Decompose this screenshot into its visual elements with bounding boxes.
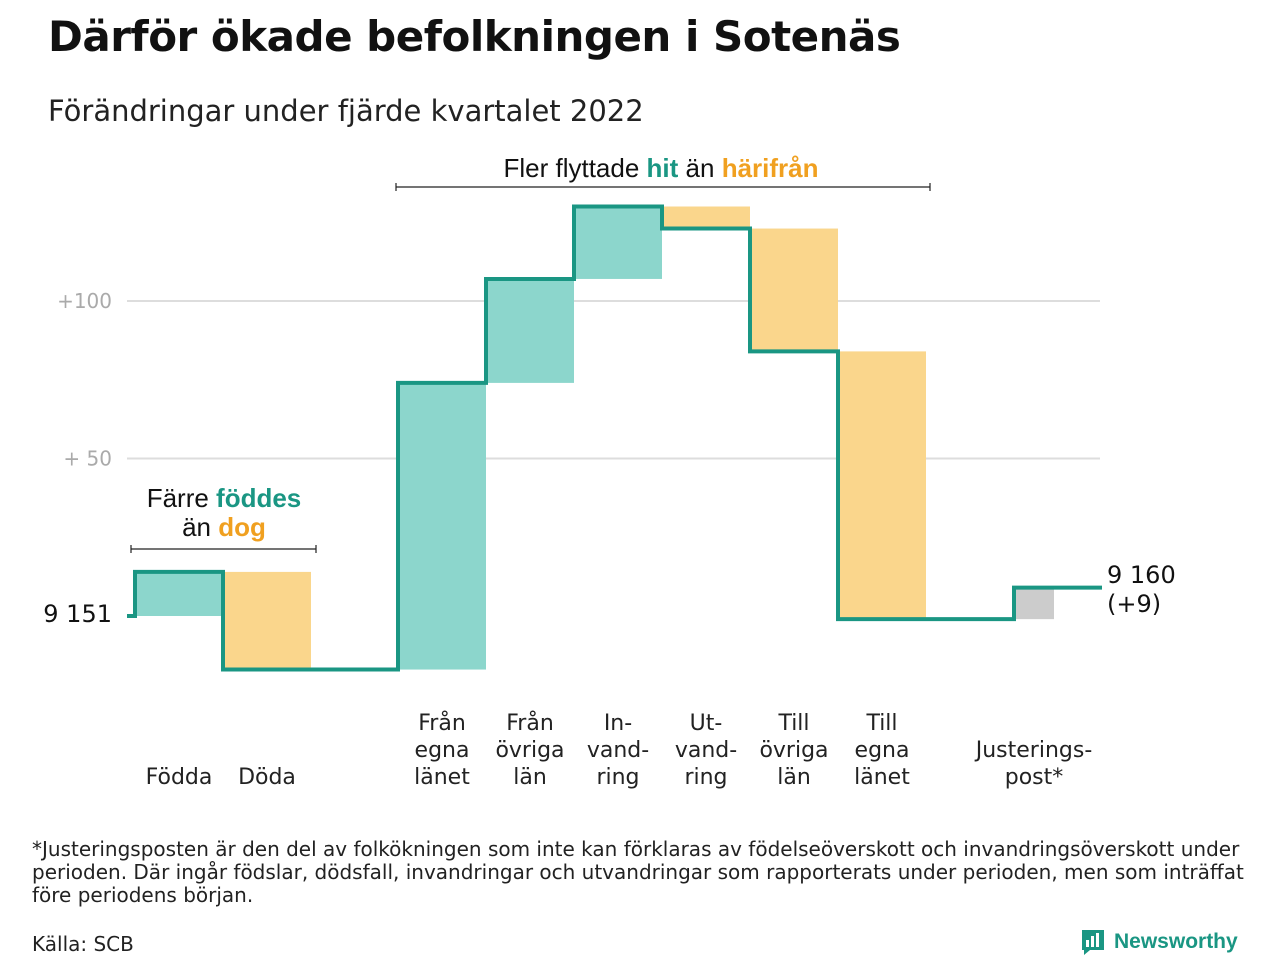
chart-title: Därför ökade befolkningen i Sotenäs	[48, 12, 901, 61]
category-label-fran_egna: Från egna länet	[414, 710, 470, 790]
category-label-doda: Döda	[238, 765, 296, 790]
bar-fran_ovriga	[486, 278, 574, 383]
bar-doda	[223, 571, 311, 670]
ann-migration-middle: än	[678, 153, 721, 183]
end-value-label: 9 160	[1107, 561, 1176, 589]
newsworthy-logo[interactable]: Newsworthy	[1080, 928, 1238, 956]
bar-fran_egna	[398, 382, 486, 670]
category-labels: Födda Döda Från egna länet Från övriga län In-va…	[146, 710, 1093, 790]
y-tick-label: + 50	[63, 447, 112, 471]
category-label-justering: Justerings-post*	[974, 738, 1093, 790]
category-label-utvandring: Ut-vand-ring	[675, 711, 737, 790]
svg-text:Fler flyttade hit än härifrån: Fler flyttade hit än härifrån	[503, 153, 818, 183]
category-label-till_egna: Till egna länet	[854, 711, 910, 790]
ann-migration-harifran: härifrån	[722, 153, 819, 183]
svg-text:än dog: än dog	[182, 512, 266, 542]
ann-migration-prefix: Fler flyttade	[503, 153, 646, 183]
category-label-fodda: Födda	[146, 765, 213, 790]
bar-invandring	[574, 206, 662, 279]
brand-name: Newsworthy	[1114, 930, 1238, 953]
ann-births-highlight: föddes	[216, 483, 301, 513]
bar-till_ovriga	[750, 228, 838, 352]
bars	[135, 206, 1054, 670]
bar-fodda	[135, 571, 223, 616]
bar-justering	[1014, 587, 1054, 620]
footnote: *Justeringsposten är den del av folkökni…	[32, 837, 1244, 907]
category-label-till_ovriga: Till övriga län	[759, 711, 828, 790]
waterfall-chart: Färre föddes än dog Fler flyttade hit än…	[43, 153, 1176, 790]
chart-subtitle: Förändringar under fjärde kvartalet 2022	[48, 94, 644, 128]
bar-till_egna	[838, 351, 926, 620]
cumulative-step-line	[127, 204, 1102, 672]
ann-migration-hit: hit	[647, 153, 679, 183]
y-tick-labels: + 50 +100	[57, 289, 112, 471]
start-value-label: 9 151	[43, 600, 112, 628]
y-tick-label: +100	[57, 289, 112, 313]
category-label-invandring: In-vand-ring	[587, 711, 649, 790]
end-change-label: (+9)	[1107, 590, 1161, 618]
bar-utvandring	[662, 206, 750, 229]
newsworthy-logo-icon	[1082, 930, 1104, 955]
svg-text:Färre föddes: Färre föddes	[147, 483, 302, 513]
ann-births-prefix: Färre	[147, 483, 216, 513]
source: Källa: SCB	[32, 932, 134, 956]
ann-deaths-highlight: dog	[218, 512, 266, 542]
grid-lines	[127, 300, 1100, 460]
category-label-fran_ovriga: Från övriga län	[495, 710, 564, 790]
migration-annotation: Fler flyttade hit än härifrån	[395, 153, 931, 191]
births-deaths-annotation: Färre föddes än dog	[130, 483, 317, 553]
ann-deaths-prefix: än	[182, 512, 218, 542]
